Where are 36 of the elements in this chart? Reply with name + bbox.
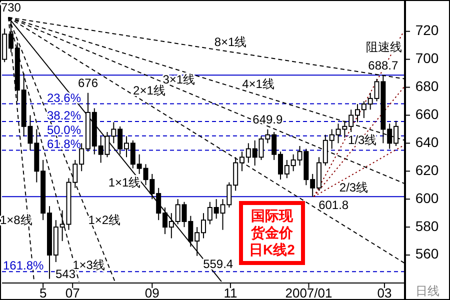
- x-tick-label: 03: [377, 285, 392, 300]
- annotation: 601.8: [318, 198, 349, 212]
- series-label: 8×1线: [214, 34, 247, 49]
- y-tick-label: 660: [415, 106, 439, 122]
- y-tick-label: 600: [415, 190, 439, 206]
- series-label: 1/3线: [348, 133, 377, 148]
- x-tick-label: 11: [224, 285, 238, 300]
- annotation: 649.9: [252, 112, 284, 127]
- annotation: 676: [78, 76, 98, 90]
- annotation: 543: [55, 267, 76, 282]
- annotation: 688.7: [368, 58, 399, 72]
- x-tick-label: 07: [65, 285, 80, 300]
- series-label: 2/3线: [339, 180, 368, 195]
- y-tick-label: 680: [415, 78, 439, 94]
- series-label: 4×1线: [242, 77, 274, 92]
- series-label: 2×1线: [133, 84, 166, 98]
- y-tick-label: 580: [415, 218, 439, 234]
- series-label: 3×1线: [162, 72, 196, 86]
- annotation: 50.0%: [47, 122, 82, 137]
- x-tick-label: 09: [144, 285, 160, 300]
- annotation: 38.2%: [47, 108, 82, 123]
- series-label: 阻速线: [366, 40, 402, 54]
- y-tick-label: 640: [415, 134, 439, 150]
- y-tick-label: 560: [415, 246, 439, 262]
- text: 国际现货金价日K线2: [249, 208, 296, 258]
- annotation: 730: [0, 0, 22, 15]
- y-tick-label: 620: [415, 162, 439, 178]
- series-label: 1×1线: [108, 175, 141, 190]
- y-tick-label: 700: [415, 50, 439, 66]
- annotation: 61.8%: [47, 137, 82, 152]
- y-tick-label: 720: [415, 22, 439, 38]
- x-tick-label: 5: [39, 285, 47, 300]
- series-label: 1×2线: [88, 213, 121, 227]
- annotation: 161.8%: [3, 258, 44, 273]
- text: 日线: [416, 284, 440, 298]
- x-tick-label: 2007/01: [285, 285, 332, 300]
